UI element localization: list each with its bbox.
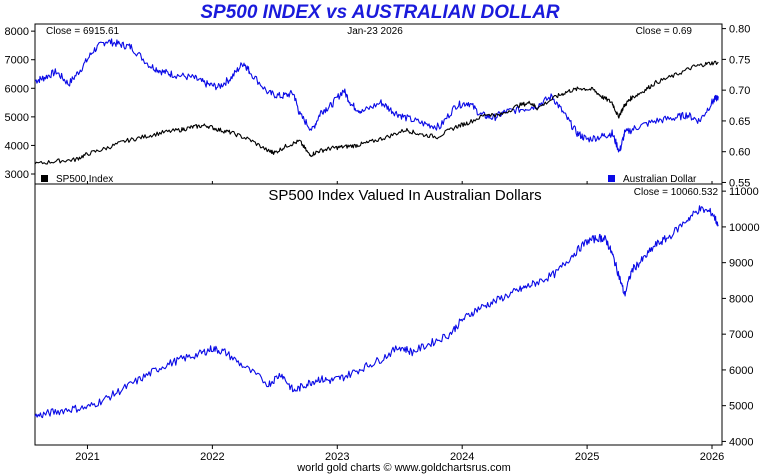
right-axis-tick-label: 0.80 (729, 24, 750, 36)
sp500-series-line (34, 60, 719, 165)
left-axis-tick-label: 3000 (5, 169, 29, 181)
right-axis-tick-label: 11000 (729, 186, 759, 198)
x-tick-label: 2022 (200, 451, 224, 463)
sp500-legend-swatch (41, 175, 48, 182)
x-tick-label: 2025 (575, 451, 599, 463)
right-axis-tick-label: 0.60 (729, 147, 750, 159)
right-axis-tick-label: 5000 (729, 401, 753, 413)
x-tick-label: 2024 (450, 451, 474, 463)
sp500-legend-label: SP500 Index (56, 174, 113, 185)
sp500-close-label: Close = 6915.61 (46, 26, 120, 37)
aud-legend-label: Australian Dollar (623, 174, 697, 185)
right-axis-tick-label: 10000 (729, 222, 760, 234)
date-label: Jan-23 2026 (347, 26, 403, 37)
right-axis-tick-label: 8000 (729, 293, 753, 305)
footer-credit: world gold charts © www.goldchartsrus.co… (297, 462, 511, 474)
aud-legend-swatch (608, 175, 615, 182)
bottom-panel-title: SP500 Index Valued In Australian Dollars (268, 187, 541, 204)
right-axis-tick-label: 0.70 (729, 85, 750, 97)
right-axis-tick-label: 7000 (729, 329, 753, 341)
x-tick-label: 2021 (75, 451, 99, 463)
right-axis-tick-label: 6000 (729, 365, 753, 377)
left-axis-tick-label: 7000 (5, 55, 29, 67)
sp500-in-aud-series-line (34, 205, 719, 419)
right-axis-tick-label: 0.55 (729, 177, 750, 189)
right-axis-tick-label: 9000 (729, 258, 753, 270)
left-axis-tick-label: 8000 (5, 26, 29, 38)
x-tick-label: 2023 (325, 451, 349, 463)
aud-series-line (34, 38, 719, 153)
bottom-panel-frame (34, 183, 723, 446)
left-axis-tick-label: 4000 (5, 140, 29, 152)
left-axis-tick-label: 6000 (5, 83, 29, 95)
right-axis-tick-label: 0.65 (729, 116, 750, 128)
sp500-aud-close-label: Close = 10060.532 (634, 187, 719, 198)
aud-close-label: Close = 0.69 (636, 26, 693, 37)
x-tick-label: 2026 (700, 451, 724, 463)
right-axis-tick-label: 4000 (729, 436, 753, 448)
chart-title: SP500 INDEX vs AUSTRALIAN DOLLAR (200, 2, 560, 23)
right-axis-tick-label: 0.75 (729, 54, 750, 66)
left-axis-tick-label: 5000 (5, 112, 29, 124)
